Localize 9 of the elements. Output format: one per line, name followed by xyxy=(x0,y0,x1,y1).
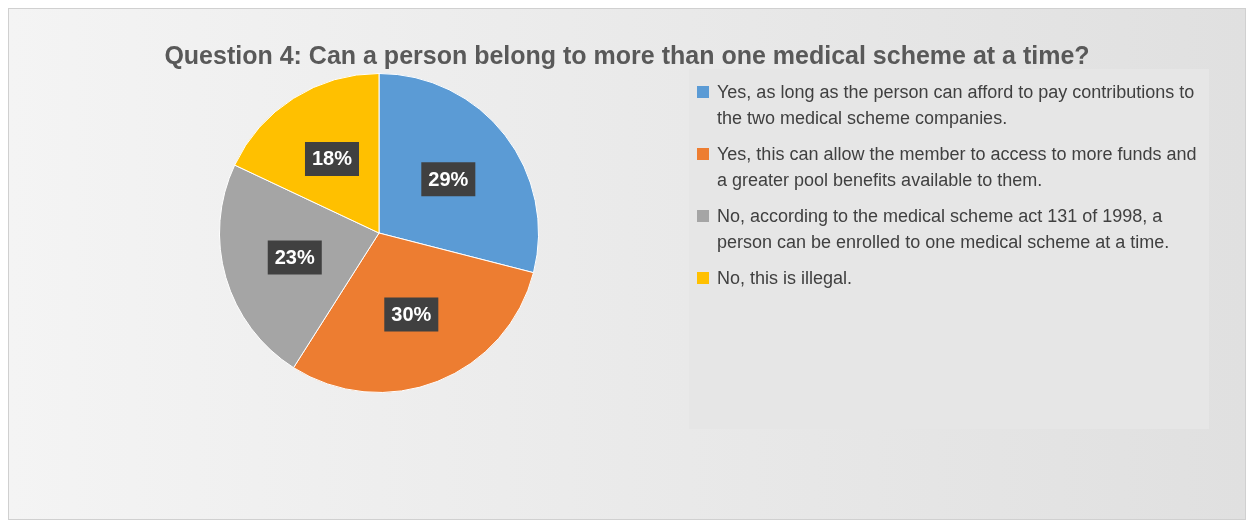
legend-label: Yes, this can allow the member to access to more funds and a greater pool benefits available to them. xyxy=(717,143,1198,192)
legend-label: No, this is illegal. xyxy=(717,267,853,290)
legend-label: No, according to the medical scheme act 131 of 1998, a person can be enrolled to one medical scheme at a time. xyxy=(717,205,1171,254)
data-label: 30% xyxy=(391,303,432,326)
legend-label: Yes, as long as the person can afford to pay contributions to the two medical scheme companies. xyxy=(717,81,1196,130)
data-label: 23% xyxy=(274,245,315,268)
chart-title: Question 4: Can a person belong to more than one medical scheme at a time? xyxy=(163,40,1091,71)
data-label: 29% xyxy=(428,167,469,190)
data-label: 18% xyxy=(311,147,353,170)
